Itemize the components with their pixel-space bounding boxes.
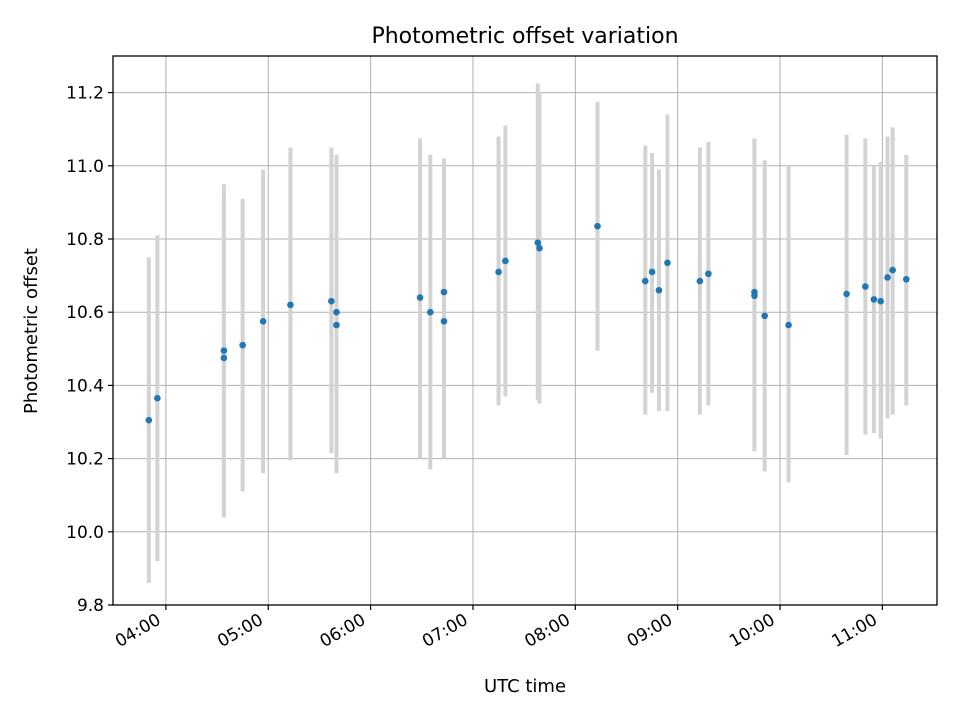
data-point bbox=[884, 274, 891, 281]
data-point bbox=[877, 297, 885, 305]
data-point bbox=[862, 283, 869, 290]
data-point bbox=[154, 394, 161, 402]
data-point bbox=[641, 277, 649, 285]
data-point bbox=[220, 347, 228, 354]
data-point bbox=[440, 288, 448, 296]
data-point bbox=[259, 318, 267, 325]
data-point bbox=[536, 244, 543, 252]
data-point bbox=[220, 354, 228, 362]
chart-title: Photometric offset variation bbox=[371, 24, 678, 49]
y-tick-label: 10.6 bbox=[66, 303, 104, 323]
y-tick-label: 11.2 bbox=[66, 84, 104, 104]
data-point bbox=[534, 239, 542, 246]
y-tick-label: 10.8 bbox=[66, 230, 104, 250]
data-point bbox=[785, 321, 792, 329]
y-tick-label: 10.0 bbox=[66, 523, 104, 543]
data-point bbox=[870, 296, 878, 303]
y-axis-label: Photometric offset bbox=[21, 248, 42, 414]
data-point bbox=[440, 318, 448, 325]
data-point bbox=[751, 292, 758, 300]
data-points bbox=[145, 222, 910, 424]
y-tick-label: 11.0 bbox=[66, 157, 104, 177]
data-point bbox=[427, 308, 434, 316]
data-point bbox=[696, 277, 704, 285]
data-point bbox=[664, 259, 671, 267]
data-point bbox=[333, 321, 340, 329]
x-axis-label: UTC time bbox=[484, 676, 566, 697]
data-point bbox=[495, 268, 502, 276]
grid bbox=[113, 56, 937, 606]
data-point bbox=[333, 308, 340, 316]
data-point bbox=[648, 268, 656, 276]
data-point bbox=[145, 416, 153, 424]
y-tick-label: 9.8 bbox=[77, 596, 104, 616]
data-point bbox=[328, 297, 335, 305]
data-point bbox=[902, 275, 910, 283]
data-point bbox=[594, 222, 601, 230]
data-point bbox=[502, 257, 509, 265]
data-point bbox=[889, 266, 896, 274]
data-point bbox=[287, 301, 294, 309]
data-point bbox=[843, 290, 850, 298]
data-point bbox=[761, 312, 768, 320]
y-tick-label: 10.4 bbox=[66, 376, 104, 396]
data-point bbox=[705, 270, 712, 278]
data-point bbox=[655, 286, 663, 294]
plot-frame bbox=[112, 55, 938, 606]
data-point bbox=[416, 294, 424, 301]
y-tick-label: 10.2 bbox=[66, 450, 104, 470]
data-point bbox=[239, 341, 246, 349]
